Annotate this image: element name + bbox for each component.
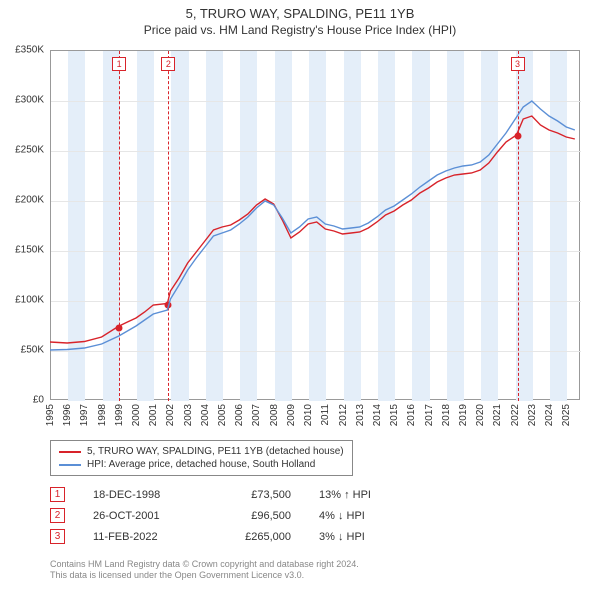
x-tick-label: 2022 [510,404,521,426]
y-tick-label: £100K [15,295,44,306]
x-tick-label: 2020 [475,404,486,426]
x-tick-label: 2004 [200,404,211,426]
sale-date: 26-OCT-2001 [93,510,193,522]
y-tick-label: £150K [15,245,44,256]
x-tick-label: 2023 [527,404,538,426]
chart-subtitle: Price paid vs. HM Land Registry's House … [0,21,600,43]
series-line [50,101,575,350]
x-tick-label: 2014 [372,404,383,426]
sale-row: 1 18-DEC-1998 £73,500 13% ↑ HPI [50,484,409,505]
x-tick-label: 1996 [62,404,73,426]
footer-line2: This data is licensed under the Open Gov… [50,570,359,582]
y-tick-label: £300K [15,95,44,106]
sale-diff: 13% ↑ HPI [319,489,409,501]
series-svg [50,50,580,400]
x-tick-label: 2018 [441,404,452,426]
x-tick-label: 2019 [458,404,469,426]
y-tick-label: £50K [21,345,44,356]
legend-row: 5, TRURO WAY, SPALDING, PE11 1YB (detach… [59,445,344,458]
sale-n-box: 1 [50,487,65,502]
x-tick-label: 2010 [303,404,314,426]
footer-attribution: Contains HM Land Registry data © Crown c… [50,559,359,582]
chart-title: 5, TRURO WAY, SPALDING, PE11 1YB [0,0,600,21]
y-tick-label: £0 [33,395,44,406]
legend-swatch [59,464,81,466]
x-tick-label: 2000 [131,404,142,426]
sale-price: £96,500 [221,510,291,522]
legend: 5, TRURO WAY, SPALDING, PE11 1YB (detach… [50,440,353,476]
x-tick-label: 1999 [114,404,125,426]
x-tick-label: 2006 [234,404,245,426]
x-tick-label: 1998 [97,404,108,426]
x-tick-label: 2013 [355,404,366,426]
x-tick-label: 2017 [424,404,435,426]
legend-label: 5, TRURO WAY, SPALDING, PE11 1YB (detach… [87,446,344,457]
sale-diff: 3% ↓ HPI [319,531,409,543]
chart-area: 123 £0£50K£100K£150K£200K£250K£300K£350K… [50,50,580,400]
x-tick-label: 2001 [148,404,159,426]
legend-label: HPI: Average price, detached house, Sout… [87,459,315,470]
x-tick-label: 2021 [492,404,503,426]
x-tick-label: 2007 [251,404,262,426]
sale-diff: 4% ↓ HPI [319,510,409,522]
footer-line1: Contains HM Land Registry data © Crown c… [50,559,359,571]
y-tick-label: £250K [15,145,44,156]
legend-swatch [59,451,81,453]
x-tick-label: 2005 [217,404,228,426]
x-tick-label: 2012 [338,404,349,426]
sale-row: 2 26-OCT-2001 £96,500 4% ↓ HPI [50,505,409,526]
legend-row: HPI: Average price, detached house, Sout… [59,458,344,471]
x-tick-label: 2008 [269,404,280,426]
sale-row: 3 11-FEB-2022 £265,000 3% ↓ HPI [50,526,409,547]
y-tick-label: £350K [15,45,44,56]
x-tick-label: 2003 [183,404,194,426]
x-tick-label: 1997 [79,404,90,426]
x-tick-label: 2016 [406,404,417,426]
x-tick-label: 2009 [286,404,297,426]
sale-price: £73,500 [221,489,291,501]
x-tick-label: 2011 [320,404,331,426]
x-tick-label: 1995 [45,404,56,426]
sale-date: 18-DEC-1998 [93,489,193,501]
x-tick-label: 2002 [165,404,176,426]
x-tick-label: 2024 [544,404,555,426]
sale-n-box: 2 [50,508,65,523]
x-tick-label: 2025 [561,404,572,426]
sale-price: £265,000 [221,531,291,543]
y-tick-label: £200K [15,195,44,206]
series-line [50,116,575,343]
x-tick-label: 2015 [389,404,400,426]
sale-n-box: 3 [50,529,65,544]
sales-table: 1 18-DEC-1998 £73,500 13% ↑ HPI 2 26-OCT-2001… [50,484,409,547]
sale-date: 11-FEB-2022 [93,531,193,543]
